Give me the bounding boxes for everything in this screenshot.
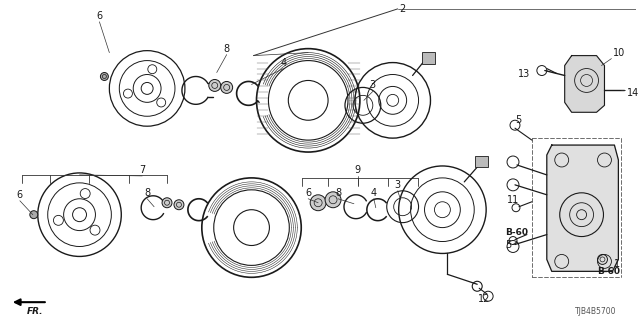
Circle shape (325, 192, 341, 208)
Polygon shape (547, 145, 618, 271)
Text: 13: 13 (518, 68, 530, 78)
Text: 5: 5 (515, 115, 521, 125)
Text: 1: 1 (614, 260, 621, 269)
Circle shape (100, 73, 108, 80)
Text: 14: 14 (627, 88, 639, 98)
Text: B-60: B-60 (506, 228, 529, 237)
Text: 10: 10 (613, 48, 626, 58)
FancyBboxPatch shape (476, 156, 488, 167)
Text: B-60: B-60 (597, 267, 620, 276)
Circle shape (209, 79, 221, 92)
Circle shape (30, 211, 38, 219)
Text: 4: 4 (280, 58, 287, 68)
Polygon shape (564, 56, 604, 112)
Text: 11: 11 (507, 195, 519, 205)
Text: 6: 6 (17, 190, 23, 200)
Text: 2: 2 (399, 4, 406, 14)
Text: 5: 5 (505, 239, 511, 250)
Circle shape (174, 200, 184, 210)
Text: FR.: FR. (26, 307, 43, 316)
Text: 3: 3 (395, 180, 401, 190)
Text: 8: 8 (144, 188, 150, 198)
Text: 8: 8 (335, 188, 341, 198)
Circle shape (310, 195, 326, 211)
Text: TJB4B5700: TJB4B5700 (575, 307, 616, 316)
Text: 6: 6 (97, 11, 102, 21)
Text: 8: 8 (223, 44, 230, 54)
FancyBboxPatch shape (422, 52, 435, 64)
Text: 4: 4 (371, 188, 377, 198)
Circle shape (221, 82, 232, 93)
Text: 3: 3 (370, 80, 376, 91)
Circle shape (162, 198, 172, 208)
Text: 12: 12 (478, 294, 490, 304)
Text: 9: 9 (355, 165, 361, 175)
Text: 6: 6 (305, 188, 311, 198)
Text: 7: 7 (139, 165, 145, 175)
